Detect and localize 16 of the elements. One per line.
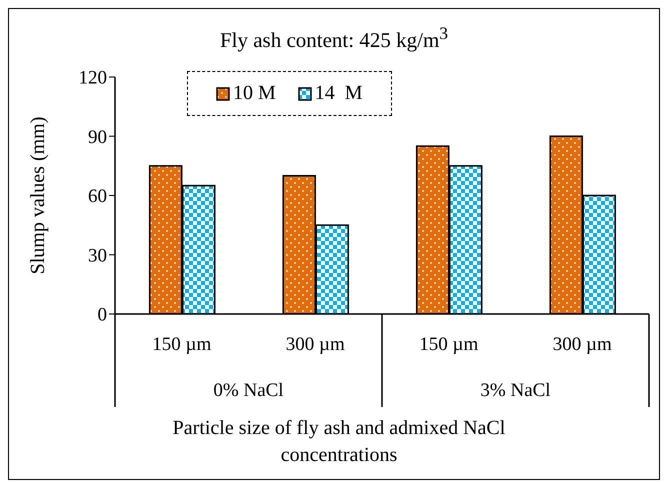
y-tick-label: 60 — [88, 186, 107, 208]
y-tick-label: 90 — [88, 126, 107, 148]
x-tick-label: 150 µm — [152, 334, 212, 355]
y-axis-title: Slump values (mm) — [27, 116, 50, 274]
y-tick-label: 0 — [98, 304, 107, 326]
x-tick-label: 300 µm — [552, 334, 612, 355]
x-tick-label: 150 µm — [419, 334, 478, 355]
x-tick-label: 300 µm — [286, 334, 345, 355]
x-axis-title: Particle size of fly ash and admixed NaCl concentrations — [172, 416, 506, 468]
y-tick-label: 30 — [88, 245, 107, 266]
y-tick-label: 120 — [78, 68, 107, 89]
legend-label: 14 M — [314, 82, 363, 105]
text: 3% NaCl — [480, 380, 551, 401]
legend-label: 10 M — [233, 82, 276, 105]
chart-title: Fly ash content: 425 kg/m$^{3}$ — [218, 23, 450, 53]
text: 0% NaCl — [213, 380, 284, 401]
